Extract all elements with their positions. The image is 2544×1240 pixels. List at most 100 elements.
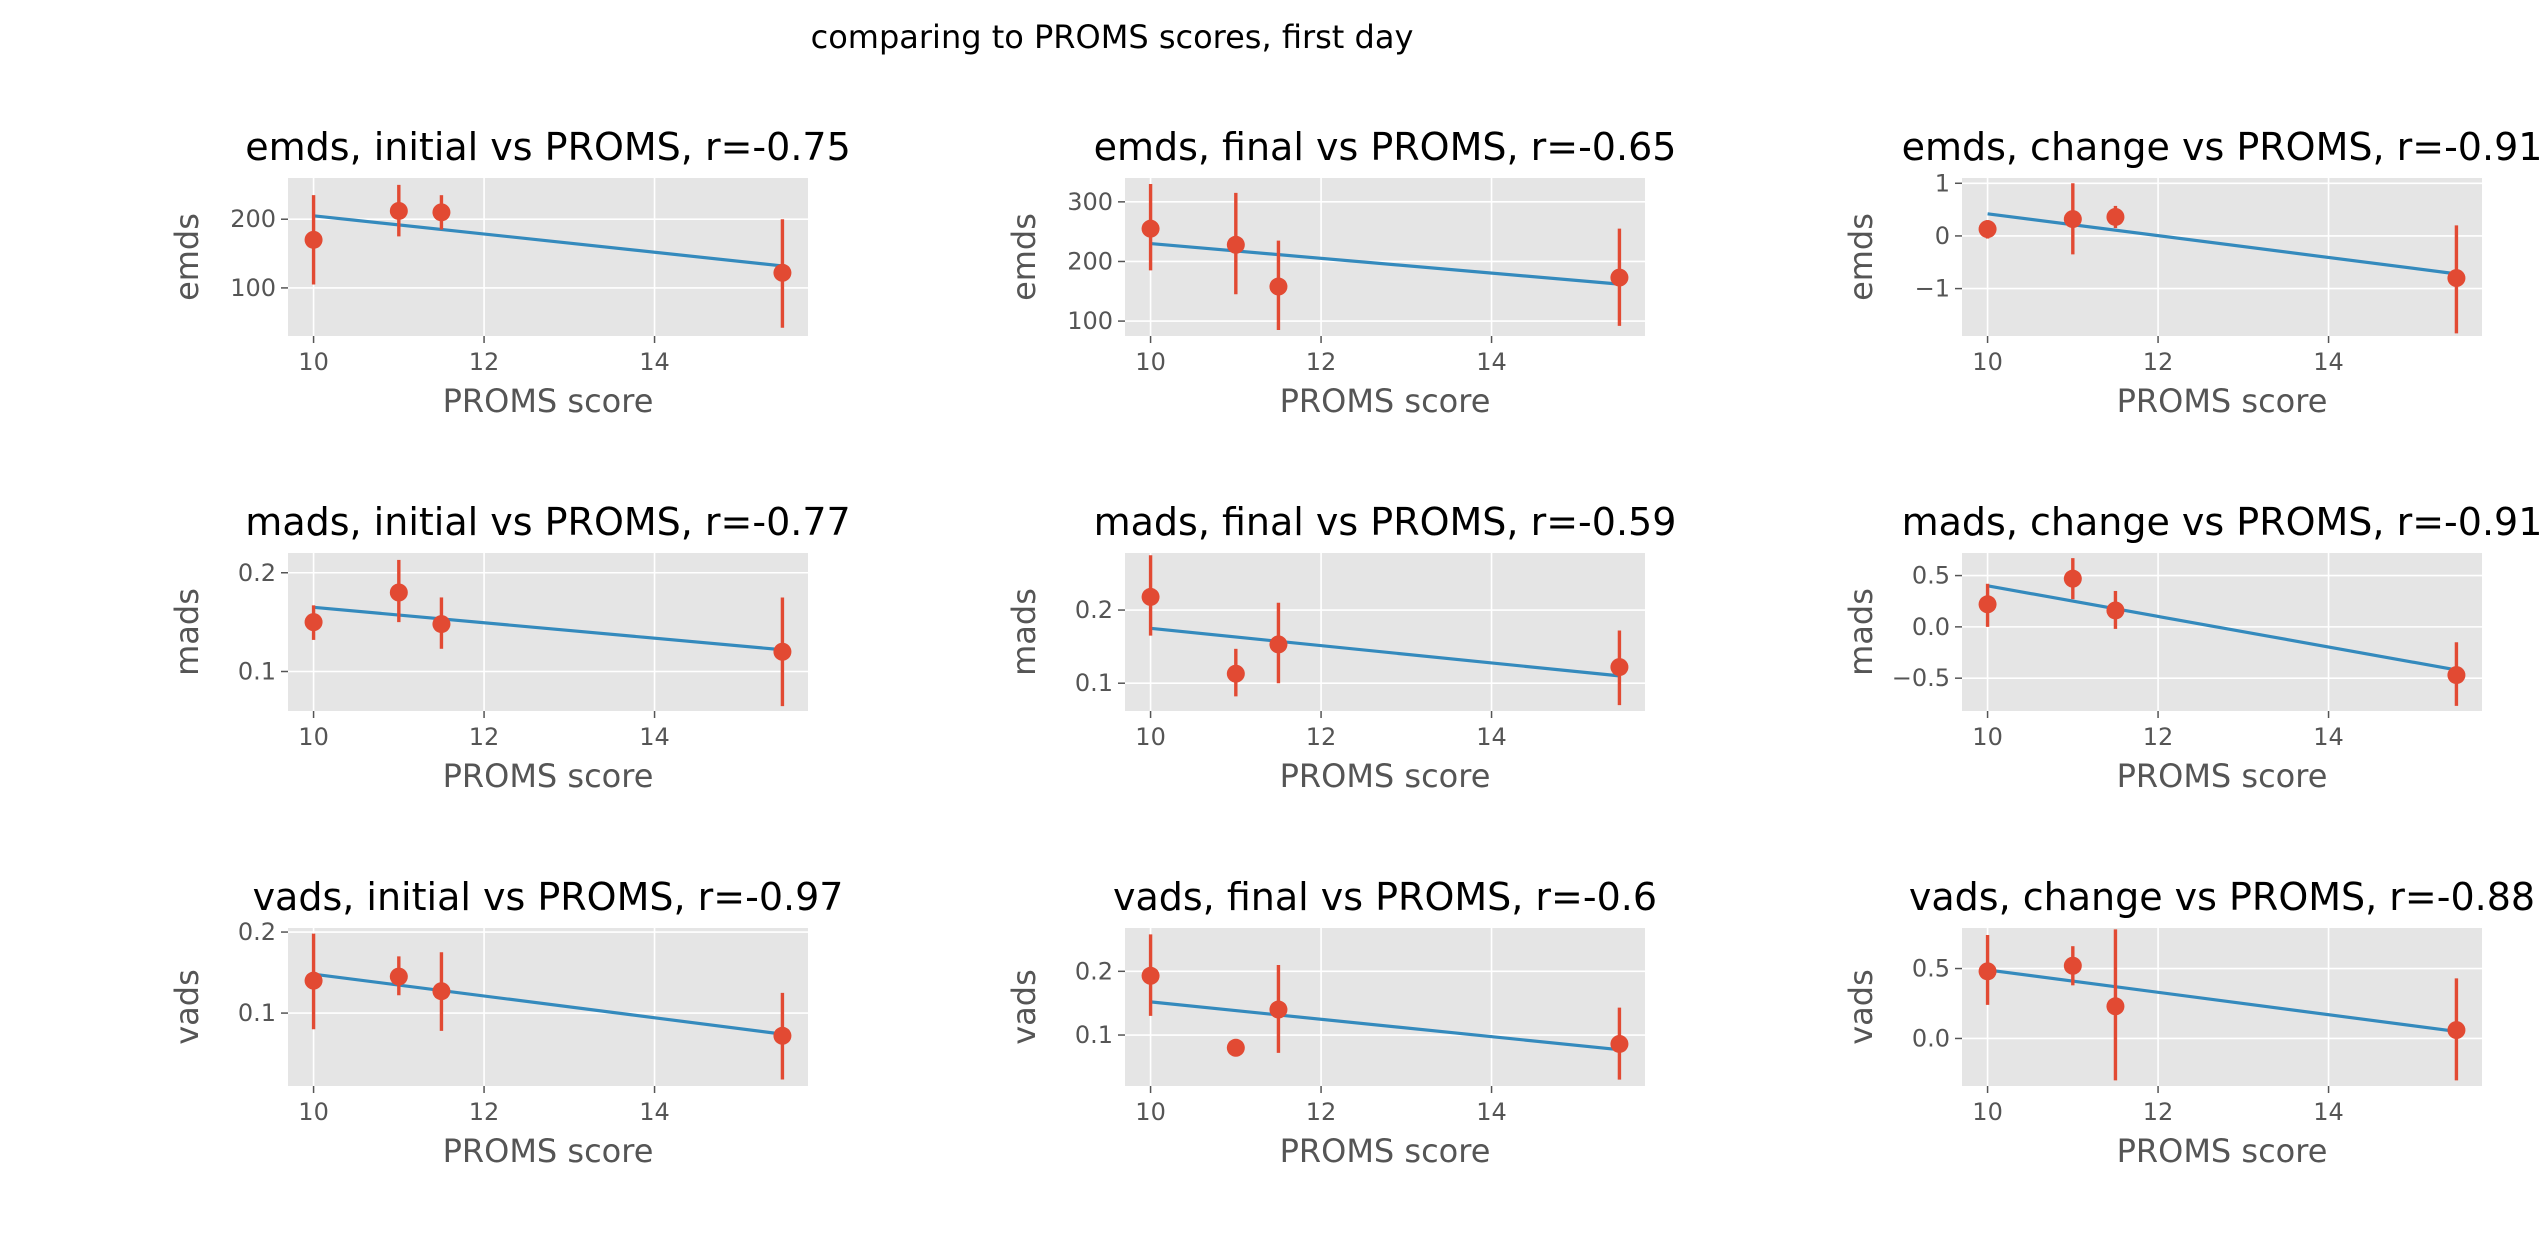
x-tick-label: 10 (1972, 348, 2003, 376)
fit-line (313, 214, 783, 268)
x-tick-label: 10 (1972, 1098, 2003, 1126)
data-layer (1978, 183, 2466, 334)
y-tick-label: 100 (1067, 307, 1113, 335)
y-tick-label: 300 (1067, 188, 1113, 216)
data-point (1226, 1038, 1245, 1057)
data-point (2447, 1021, 2466, 1040)
subplot-3: 10 12 14 0.1 0.2 PROMS score mads mads, initial… (168, 500, 851, 795)
data-point (1141, 966, 1160, 985)
y-tick-label: 0.1 (1075, 1021, 1113, 1049)
data-point (2106, 997, 2125, 1016)
y-tick-label: 0.0 (1912, 1024, 1950, 1052)
y-tick-label: −1 (1915, 275, 1950, 303)
data-point (773, 642, 792, 661)
data-point (1226, 235, 1245, 254)
data-point (304, 971, 323, 990)
subplot-0: 10 12 14 100 200 PROMS score emds emds, initial… (168, 125, 851, 420)
x-tick-label: 10 (298, 1098, 329, 1126)
y-tick-label: 0.2 (238, 559, 276, 587)
x-axis-label: PROMS score (443, 382, 654, 420)
x-tick-label: 10 (1135, 348, 1166, 376)
subplot-title: emds, change vs PROMS, r=-0.91 (1902, 125, 2543, 169)
y-tick-label: 0.2 (1075, 957, 1113, 985)
x-tick-label: 10 (298, 723, 329, 751)
y-tick-label: 200 (1067, 247, 1113, 275)
data-point (2447, 666, 2466, 685)
plot-area (1125, 178, 1645, 336)
y-tick-label: 100 (230, 274, 276, 302)
plot-area (288, 553, 808, 711)
subplot-title: mads, initial vs PROMS, r=-0.77 (245, 500, 850, 544)
data-point (1610, 658, 1629, 677)
data-point (304, 613, 323, 632)
data-layer (1141, 555, 1629, 706)
y-axis-label: mads (1005, 588, 1043, 676)
plot-area (1962, 928, 2482, 1086)
data-point (1141, 587, 1160, 606)
fit-line (1150, 626, 1620, 678)
subplot-title: vads, change vs PROMS, r=-0.88 (1909, 875, 2535, 919)
y-axis-label: mads (1842, 588, 1880, 676)
data-point (1610, 268, 1629, 287)
data-layer (1978, 929, 2466, 1081)
x-axis-label: PROMS score (1280, 1132, 1491, 1170)
y-tick-label: −0.5 (1892, 664, 1950, 692)
subplot-5: 10 12 14 −0.5 0.0 0.5 PROMS score mads mads, cha… (1842, 500, 2542, 795)
data-layer (1141, 934, 1629, 1080)
y-tick-label: 0.0 (1912, 613, 1950, 641)
x-tick-label: 14 (639, 1098, 670, 1126)
fit-line (313, 972, 783, 1036)
fit-line (1987, 968, 2457, 1034)
data-point (2106, 207, 2125, 226)
subplot-6: 10 12 14 0.1 0.2 PROMS score vads vads, initial… (168, 875, 843, 1170)
subplot-title: vads, initial vs PROMS, r=-0.97 (253, 875, 844, 919)
fit-line (313, 605, 783, 652)
x-tick-label: 12 (469, 348, 500, 376)
y-tick-label: 0.5 (1912, 562, 1950, 590)
fit-line (1987, 584, 2457, 672)
x-tick-label: 14 (639, 348, 670, 376)
x-tick-label: 10 (1135, 723, 1166, 751)
x-axis-label: PROMS score (2117, 1132, 2328, 1170)
y-tick-label: 0.1 (238, 658, 276, 686)
data-point (1269, 1000, 1288, 1019)
subplot-title: emds, initial vs PROMS, r=-0.75 (245, 125, 851, 169)
x-tick-label: 14 (2313, 348, 2344, 376)
data-point (1269, 277, 1288, 296)
y-tick-label: 0 (1935, 222, 1950, 250)
x-tick-label: 12 (1306, 348, 1337, 376)
x-tick-label: 10 (1135, 1098, 1166, 1126)
x-tick-label: 12 (469, 1098, 500, 1126)
x-tick-label: 14 (1476, 723, 1507, 751)
data-point (1269, 635, 1288, 654)
y-tick-label: 1 (1935, 169, 1950, 197)
y-axis-label: emds (1842, 213, 1880, 301)
x-axis-label: PROMS score (1280, 757, 1491, 795)
data-point (432, 615, 451, 634)
data-point (1978, 595, 1997, 614)
x-tick-label: 14 (1476, 348, 1507, 376)
data-point (1978, 220, 1997, 239)
x-tick-label: 14 (1476, 1098, 1507, 1126)
data-point (432, 203, 451, 222)
data-layer (1978, 558, 2466, 706)
plot-area (1962, 553, 2482, 711)
x-axis-label: PROMS score (1280, 382, 1491, 420)
x-tick-label: 12 (469, 723, 500, 751)
x-tick-label: 12 (2143, 723, 2174, 751)
figure-suptitle: comparing to PROMS scores, first day (811, 18, 1414, 56)
x-tick-label: 12 (1306, 723, 1337, 751)
data-layer (1141, 183, 1629, 331)
fit-line (1150, 1000, 1620, 1052)
subplot-2: 10 12 14 −1 0 1 PROMS score emds emds, change vs… (1842, 125, 2542, 420)
y-tick-label: 200 (230, 205, 276, 233)
data-layer (304, 933, 792, 1080)
data-point (1141, 219, 1160, 238)
data-point (2447, 269, 2466, 288)
y-tick-label: 0.1 (1075, 669, 1113, 697)
y-axis-label: mads (168, 588, 206, 676)
subplot-7: 10 12 14 0.1 0.2 PROMS score vads vads, final v… (1005, 875, 1657, 1170)
fit-line (1150, 241, 1620, 286)
